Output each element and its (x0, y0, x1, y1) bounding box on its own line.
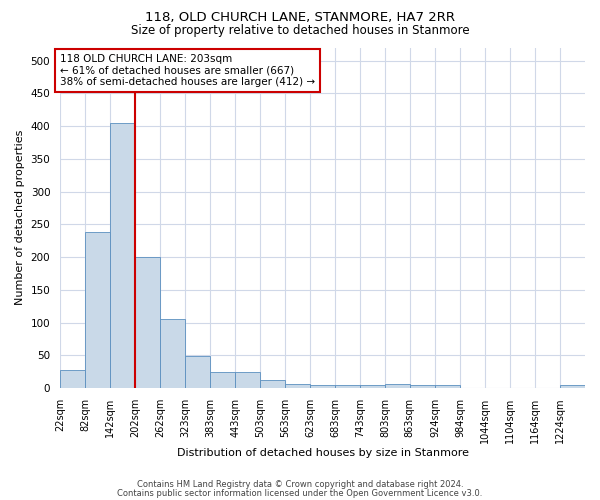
Bar (85, 232, 110, 388)
X-axis label: Distribution of detached houses by size in Stanmore: Distribution of detached houses by size … (176, 448, 469, 458)
Bar (385, 384, 410, 388)
Bar (160, 318, 185, 388)
Bar (260, 380, 285, 388)
Bar (235, 372, 260, 388)
Text: 118, OLD CHURCH LANE, STANMORE, HA7 2RR: 118, OLD CHURCH LANE, STANMORE, HA7 2RR (145, 11, 455, 24)
Text: Contains public sector information licensed under the Open Government Licence v3: Contains public sector information licen… (118, 488, 482, 498)
Bar (410, 385, 435, 388)
Text: Contains HM Land Registry data © Crown copyright and database right 2024.: Contains HM Land Registry data © Crown c… (137, 480, 463, 489)
Bar (560, 385, 585, 388)
Bar (60, 370, 85, 388)
Text: 118 OLD CHURCH LANE: 203sqm
← 61% of detached houses are smaller (667)
38% of se: 118 OLD CHURCH LANE: 203sqm ← 61% of det… (60, 54, 315, 88)
Bar (335, 385, 360, 388)
Bar (285, 384, 310, 388)
Bar (185, 356, 210, 388)
Bar (310, 385, 335, 388)
Text: Size of property relative to detached houses in Stanmore: Size of property relative to detached ho… (131, 24, 469, 37)
Y-axis label: Number of detached properties: Number of detached properties (15, 130, 25, 306)
Bar (360, 385, 385, 388)
Bar (435, 385, 460, 388)
Bar (135, 257, 160, 388)
Bar (110, 123, 135, 388)
Bar (210, 372, 235, 388)
